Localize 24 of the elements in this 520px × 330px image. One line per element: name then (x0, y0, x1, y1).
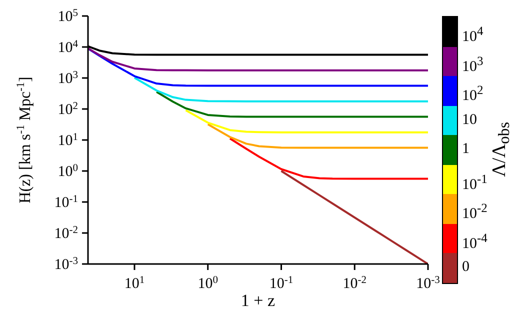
y-tick-label: 10$^{3}$ (58, 70, 78, 87)
legend-label: 10$^{-4}$ (461, 230, 488, 253)
x-tick-label: 10$^{-3}$ (416, 274, 440, 292)
x-tick-label: 10$^{1}$ (124, 274, 145, 292)
legend-label: 10$^{3}$ (461, 52, 484, 76)
legend-label: 10$^{4}$ (461, 23, 484, 46)
x-axis-title: 1 + z (240, 291, 276, 310)
legend-label: 1 (461, 140, 470, 159)
x-tick-label: 10$^{-2}$ (342, 274, 366, 292)
x-tick-label: 10$^{0}$ (198, 274, 218, 292)
y-tick-label: 10$^{2}$ (58, 100, 78, 118)
legend-label: 10$^{2}$ (461, 82, 484, 106)
x-tick-label: 10$^{-1}$ (269, 274, 294, 292)
y-tick-label: 10$^{1}$ (58, 132, 78, 149)
legend-label: 10$^{-2}$ (461, 200, 488, 224)
legend-label: 10$^{-1}$ (461, 170, 488, 194)
legend-label: 10 (461, 110, 478, 130)
y-tick-label: 10$^{0}$ (58, 162, 78, 180)
y-tick-label: 10$^{-2}$ (54, 224, 78, 242)
legend-label: 0 (461, 258, 470, 277)
y-tick-label: 10$^{-1}$ (54, 194, 78, 211)
y-tick-label: 10$^{4}$ (58, 38, 79, 56)
y-tick-label: 10$^{5}$ (58, 8, 78, 25)
y-tick-label: 10$^{-3}$ (54, 256, 78, 273)
